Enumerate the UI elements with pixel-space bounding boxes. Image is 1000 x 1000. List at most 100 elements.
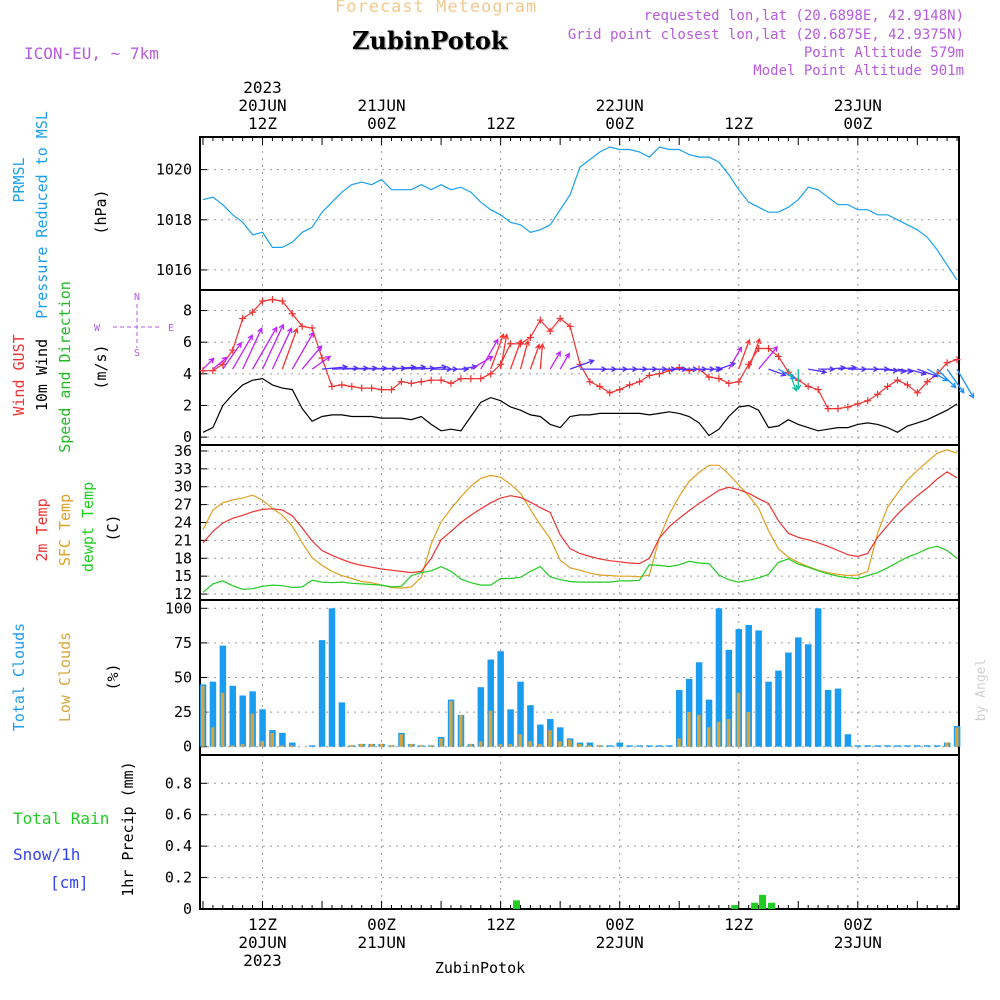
low-cloud-bar xyxy=(240,743,245,747)
time-label-bottom: 23JUN xyxy=(834,933,882,952)
time-label-bottom: 12Z xyxy=(248,915,277,934)
wind-direction-arrow xyxy=(261,323,285,370)
gust-marker xyxy=(606,389,614,397)
total-cloud-bar xyxy=(556,727,564,747)
low-cloud-bar xyxy=(458,714,463,747)
total-cloud-bar xyxy=(844,734,852,747)
low-cloud-bar xyxy=(528,741,532,747)
gust-marker xyxy=(645,371,653,379)
requested-coordinates: requested lon,lat (20.6898E, 42.9148N) xyxy=(643,8,964,24)
gust-marker xyxy=(507,340,515,348)
precip-frame xyxy=(199,754,960,910)
gust-marker xyxy=(735,378,743,386)
precip-panel: 0 0.2 0.4 0.6 0.8 xyxy=(165,754,960,918)
total-cloud-bar xyxy=(497,651,504,747)
low-cloud-bar xyxy=(429,745,433,747)
total-cloud-bar xyxy=(924,745,931,747)
y-tick-label: 1018 xyxy=(156,211,192,229)
gust-marker xyxy=(765,345,773,353)
total-cloud-bar xyxy=(507,709,514,747)
gust-marker xyxy=(655,370,663,378)
gust-marker xyxy=(229,346,237,354)
gust-marker xyxy=(953,356,961,364)
total-cloud-bar xyxy=(308,745,316,747)
total-cloud-bar xyxy=(894,745,901,747)
total-cloud-bar xyxy=(864,745,872,747)
compass-rose: N S W E xyxy=(94,292,174,359)
y-tick-label: 50 xyxy=(174,669,192,687)
wind-direction-arrow xyxy=(499,333,509,370)
gust-marker xyxy=(844,403,852,411)
low-cloud-bar xyxy=(468,743,473,747)
y-tick-label: 4 xyxy=(183,365,192,383)
gust-marker xyxy=(387,386,395,394)
total-cloud-bar xyxy=(537,724,544,747)
total-cloud-bar xyxy=(517,681,524,747)
wind-direction-arrow xyxy=(758,345,779,370)
rain-legend: Total Rain xyxy=(13,809,109,828)
wind-direction-arrow xyxy=(480,338,499,370)
gust-marker xyxy=(407,379,415,387)
total-cloud-bar xyxy=(616,742,623,747)
wind-direction-arrow xyxy=(301,345,323,370)
gust-marker xyxy=(328,382,336,390)
total-clouds-label: Total Clouds xyxy=(10,623,28,731)
wind-direction-arrow xyxy=(808,368,828,375)
low-clouds-label: Low Clouds xyxy=(56,632,74,722)
wind-direction-arrow xyxy=(946,368,965,394)
low-cloud-bar xyxy=(260,741,265,747)
wind-direction-arrow xyxy=(539,342,546,370)
y-tick-label: 0 xyxy=(183,900,192,918)
compass-e: E xyxy=(168,323,174,334)
total-cloud-bar xyxy=(328,608,336,747)
time-label-bottom: 12Z xyxy=(724,915,753,934)
gust-marker xyxy=(874,390,882,398)
temp-2m-label: 2m Temp xyxy=(33,498,51,561)
total-cloud-bar xyxy=(884,745,891,747)
precip-bars xyxy=(512,894,775,909)
total-cloud-bar xyxy=(695,662,703,747)
time-label-top: 12Z xyxy=(724,114,753,133)
total-cloud-bar xyxy=(824,689,832,747)
time-label-top: 00Z xyxy=(843,114,872,133)
total-cloud-bar xyxy=(725,649,733,747)
low-cloud-bar xyxy=(409,743,413,747)
y-tick-label: 18 xyxy=(174,549,192,567)
total-cloud-bar xyxy=(527,705,534,747)
gust-marker xyxy=(884,382,892,390)
y-tick-label: 0.8 xyxy=(165,774,192,792)
wind-direction-arrow xyxy=(519,339,530,370)
total-cloud-bar xyxy=(646,745,653,747)
gust-marker xyxy=(814,386,822,394)
dewpt-line xyxy=(202,545,958,593)
total-cloud-bar xyxy=(765,681,772,747)
gust-marker xyxy=(685,367,693,375)
wind-gust-line xyxy=(203,298,958,410)
total-cloud-bar xyxy=(259,709,266,747)
rain-bar xyxy=(751,902,759,909)
wind-speed-line xyxy=(202,377,958,437)
wind-direction-arrow xyxy=(242,327,263,370)
compass-w: W xyxy=(94,323,101,334)
time-label-bottom: 00Z xyxy=(843,915,872,934)
wind-direction-arrow xyxy=(509,338,523,370)
low-cloud-bar xyxy=(419,745,423,747)
gust-marker xyxy=(725,379,733,387)
y-tick-label: 33 xyxy=(174,460,192,478)
gust-marker xyxy=(923,378,931,386)
y-tick-label: 25 xyxy=(174,703,192,721)
credit-watermark: by Angel xyxy=(974,659,989,722)
location-name: ZubinPotok xyxy=(352,26,508,55)
time-label-top: 00Z xyxy=(605,114,634,133)
gust-marker xyxy=(487,370,495,378)
low-cloud-bar xyxy=(389,745,393,747)
time-label-bottom: 00Z xyxy=(367,915,396,934)
low-cloud-bar xyxy=(548,730,552,747)
gust-marker xyxy=(626,381,634,389)
y-tick-label: 2 xyxy=(183,396,192,414)
total-cloud-bar xyxy=(289,742,296,747)
time-label-top: 12Z xyxy=(248,114,277,133)
y-tick-label: 75 xyxy=(174,634,192,652)
model-name: ICON-EU, ~ 7km xyxy=(24,44,159,63)
